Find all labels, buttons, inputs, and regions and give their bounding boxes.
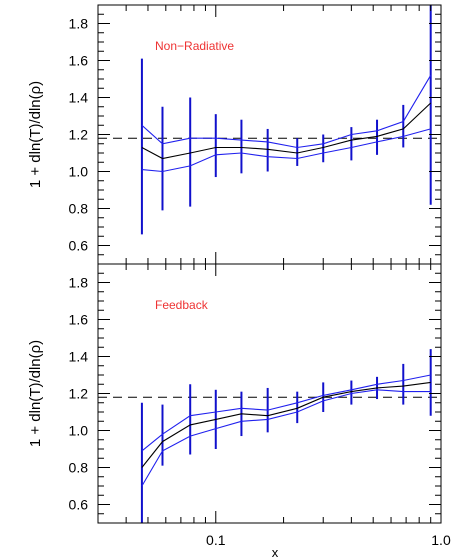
y-tick-label: 1.8 [69,275,89,291]
top-panel-axes: 0.6 0.8 1.0 1.2 1.4 1.6 1.8 [69,4,442,265]
bottom-panel-y-axis-title: 1 + dln(T)/dln(ρ) [27,340,44,447]
top-panel-plot-area [98,5,441,235]
y-tick-label: 1.6 [69,312,89,328]
y-tick-label: 1.4 [69,90,89,106]
upper-line [141,75,432,149]
bottom-panel-axes: 0.6 0.8 1.0 1.2 1.4 1.6 1.8 [69,263,442,524]
top-panel-annotation: Non−Radiative [155,39,234,53]
lower-line [141,128,431,173]
y-tick-label: 1.0 [69,423,89,439]
lower-line [141,389,431,487]
y-tick-label: 0.8 [69,201,89,217]
y-tick-label: 0.8 [69,460,89,476]
y-tick-label: 1.6 [69,53,89,69]
y-tick-label: 0.6 [69,238,89,254]
x-tick-label: 1.0 [431,532,451,548]
y-tick-label: 1.2 [69,127,89,143]
top-panel: 0.6 0.8 1.0 1.2 1.4 1.6 1.8 Non−Radiative 1 + … [27,4,442,265]
top-panel-frame [97,4,442,265]
y-tick-label: 0.6 [69,497,89,513]
x-axis: 0.1 1.0 [206,532,451,548]
x-tick-label: 0.1 [206,532,226,548]
median-line [141,381,431,468]
y-tick-label: 1.2 [69,386,89,402]
median-line [141,102,432,160]
x-axis-title: x [272,545,279,557]
y-tick-label: 1.4 [69,349,89,365]
bottom-panel-frame [97,263,442,524]
bottom-panel: 0.6 0.8 1.0 1.2 1.4 1.6 1.8 Feedback 1 + dln(T… [27,263,442,524]
bottom-panel-plot-area [98,349,441,523]
bottom-panel-annotation: Feedback [155,298,209,312]
y-tick-label: 1.0 [69,164,89,180]
upper-line [141,374,431,452]
top-panel-y-axis-title: 1 + dln(T)/dln(ρ) [27,81,44,188]
y-tick-label: 1.8 [69,16,89,32]
